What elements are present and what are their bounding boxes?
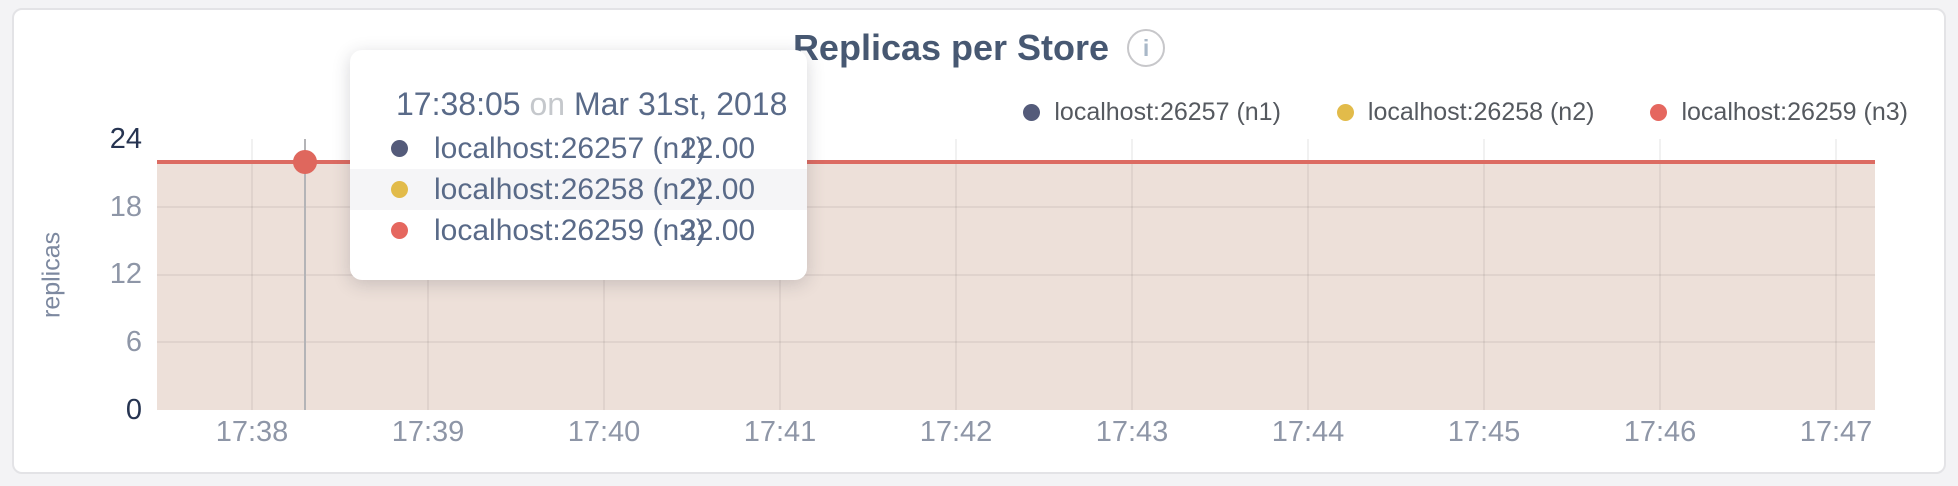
x-axis-tick: 17:45 [1447, 416, 1521, 448]
gridline-horizontal [157, 274, 1875, 276]
gridline-vertical [1131, 139, 1133, 410]
legend-dot-icon [1336, 104, 1354, 121]
tooltip-date: Mar 31st, 2018 [573, 86, 788, 122]
series-dot-icon [391, 140, 408, 157]
gridline-vertical [251, 139, 253, 410]
gridline-vertical [1659, 139, 1661, 410]
hover-point-icon [293, 150, 317, 174]
legend-label: localhost:26259 (n3) [1681, 98, 1908, 126]
gridline-vertical [1835, 139, 1837, 410]
x-axis-tick: 17:42 [919, 416, 993, 448]
y-axis-tick: 6 [125, 326, 142, 358]
tooltip-row: localhost:26258 (n2) 22.00 [350, 169, 807, 210]
tooltip-conjunction: on [529, 86, 566, 122]
tooltip-row: localhost:26259 (n3) 22.00 [350, 210, 807, 251]
x-axis-tick: 17:46 [1623, 416, 1697, 448]
legend-dot-icon [1650, 104, 1668, 121]
x-axis-tick: 17:44 [1271, 416, 1345, 448]
gridline-vertical [1307, 139, 1309, 410]
chart-title: Replicas per Store [792, 27, 1110, 68]
chart-card: Replicas per Store i localhost:26257 (n1… [12, 8, 1946, 474]
x-axis-tick: 17:40 [567, 416, 641, 448]
legend-item-n1[interactable]: localhost:26257 (n1) [1023, 98, 1281, 127]
y-axis-tick: 24 [109, 123, 142, 155]
x-axis-tick: 17:41 [743, 416, 817, 448]
tooltip-series-label: localhost:26258 (n2) [434, 172, 706, 206]
x-axis-tick: 17:38 [215, 416, 289, 448]
legend-item-n3[interactable]: localhost:26259 (n3) [1650, 98, 1908, 127]
gridline-vertical [955, 139, 957, 410]
tooltip-series-value: 22.00 [680, 131, 756, 165]
y-axis-tick: 18 [109, 191, 142, 223]
y-axis-tick: 12 [109, 258, 142, 290]
series-dot-icon [391, 222, 408, 239]
hover-guideline [304, 139, 306, 410]
chart-header: Replicas per Store i [14, 26, 1944, 70]
legend-item-n2[interactable]: localhost:26258 (n2) [1336, 98, 1595, 127]
tooltip-series-label: localhost:26259 (n3) [434, 213, 706, 247]
x-axis-tick: 17:47 [1799, 416, 1873, 448]
series-line [157, 160, 1875, 164]
legend-label: localhost:26257 (n1) [1054, 98, 1281, 126]
legend-label: localhost:26258 (n2) [1367, 98, 1595, 126]
series-dot-icon [391, 181, 408, 198]
tooltip-time: 17:38:05 [396, 86, 521, 122]
y-axis-tick: 0 [125, 394, 142, 426]
tooltip-rows: localhost:26257 (n1) 22.00 localhost:262… [350, 128, 807, 251]
legend: localhost:26257 (n1) localhost:26258 (n2… [1023, 98, 1908, 127]
info-icon[interactable]: i [1127, 29, 1166, 67]
x-axis-tick: 17:39 [391, 416, 465, 448]
x-axis-tick: 17:43 [1095, 416, 1169, 448]
tooltip-series-value: 22.00 [680, 172, 756, 206]
hover-tooltip: 17:38:05 on Mar 31st, 2018 localhost:262… [350, 50, 807, 280]
tooltip-row: localhost:26257 (n1) 22.00 [350, 128, 807, 169]
tooltip-series-value: 22.00 [680, 213, 756, 247]
tooltip-timestamp: 17:38:05 on Mar 31st, 2018 [396, 86, 787, 123]
gridline-horizontal [157, 341, 1875, 343]
legend-dot-icon [1023, 104, 1041, 121]
gridline-horizontal [157, 206, 1875, 208]
tooltip-series-label: localhost:26257 (n1) [434, 131, 706, 165]
gridline-vertical [1483, 139, 1485, 410]
